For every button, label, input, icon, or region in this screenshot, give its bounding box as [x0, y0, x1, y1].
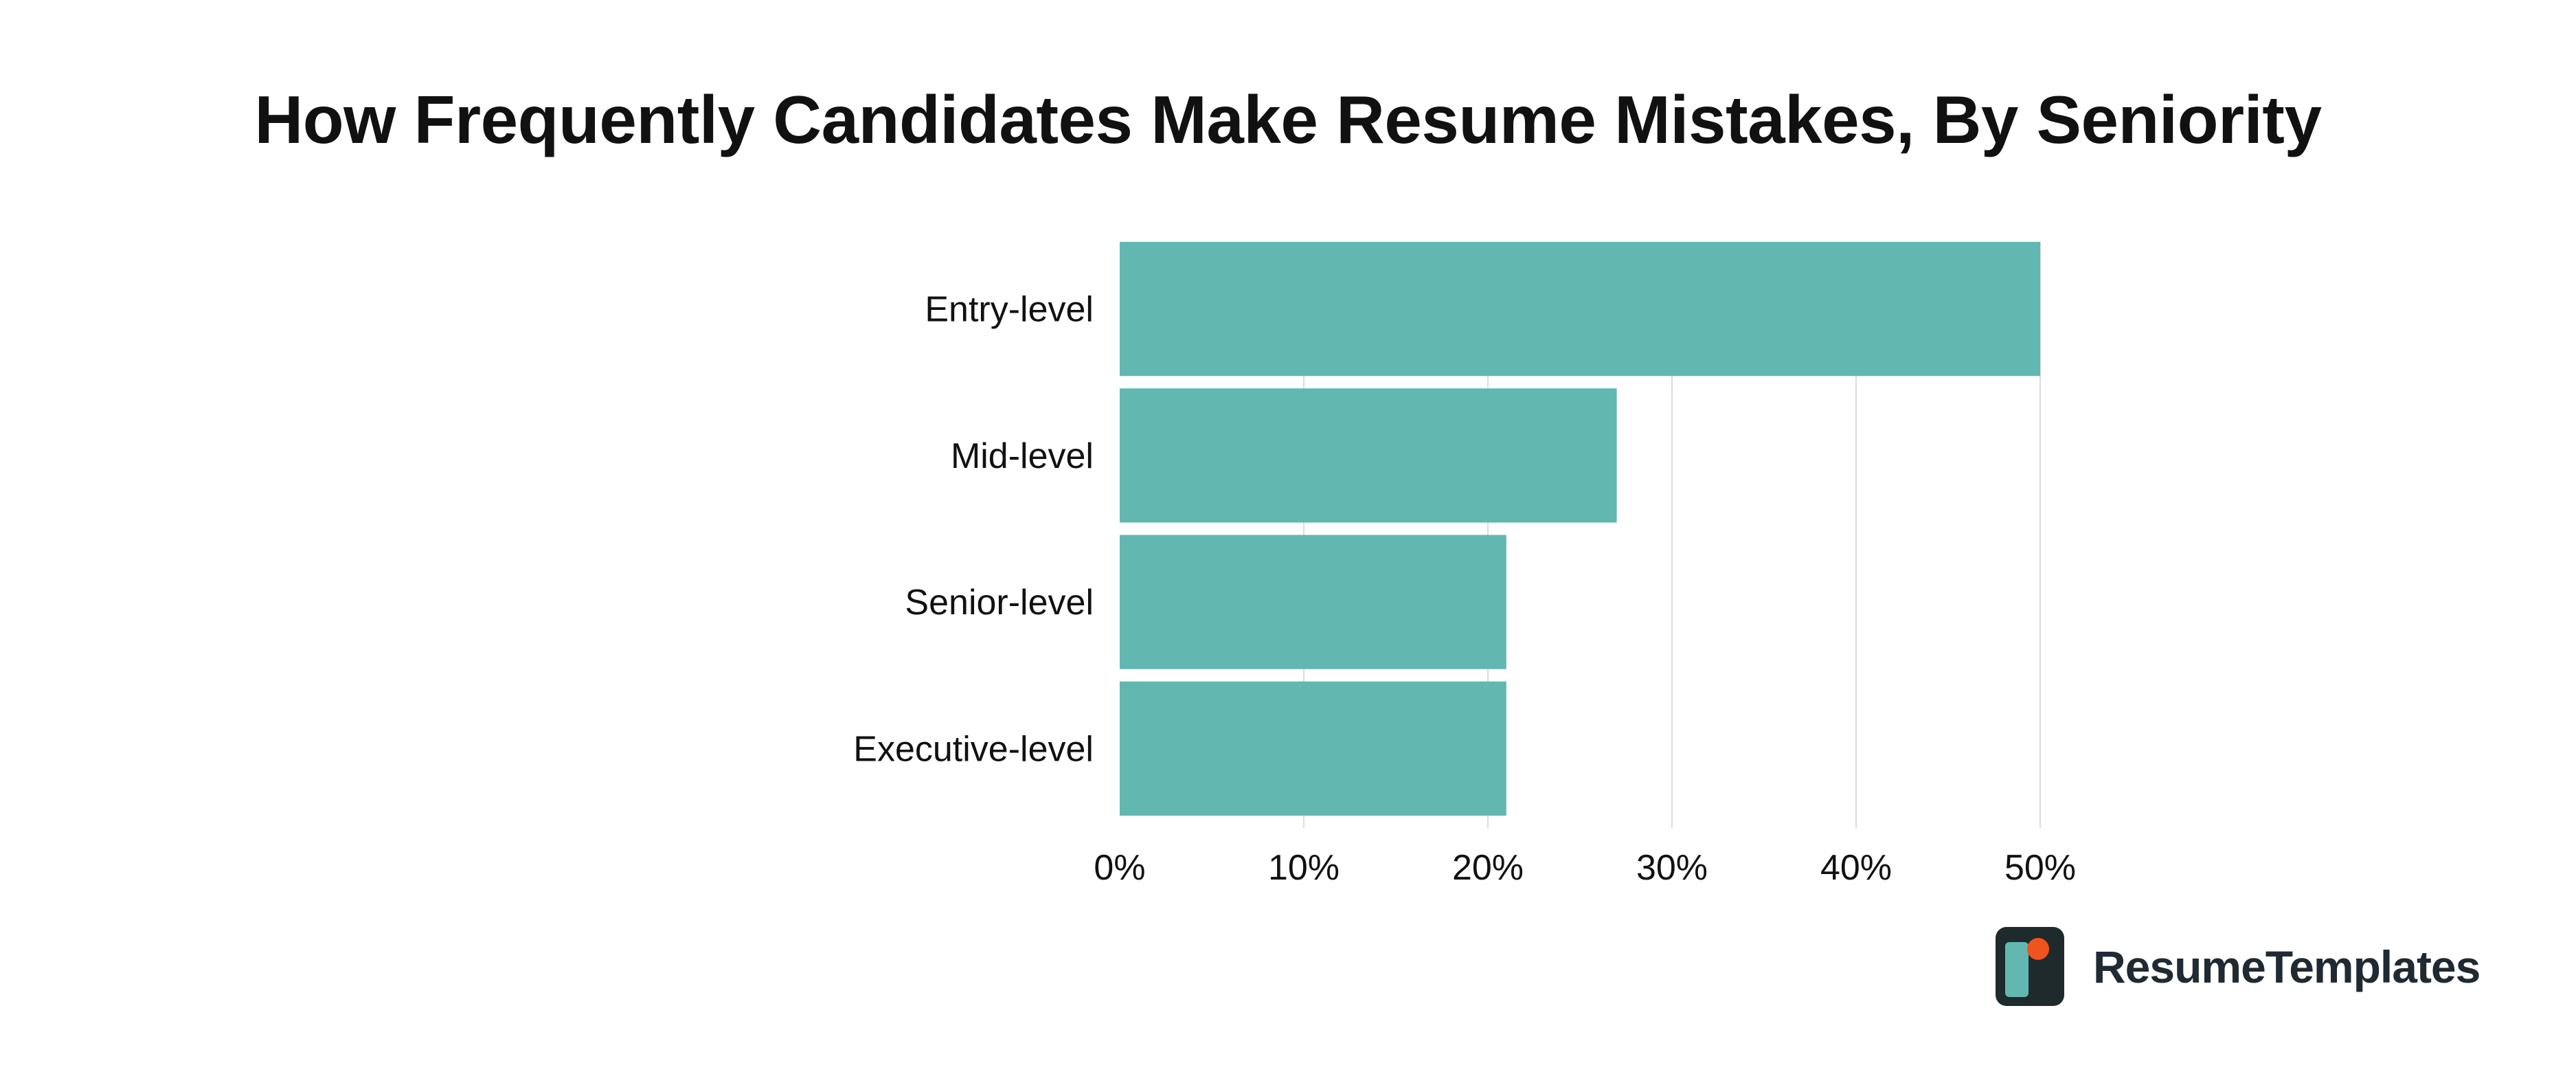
bar	[1120, 535, 1506, 669]
category-labels: Entry-level Mid-level Senior-level Executiv…	[853, 290, 1094, 770]
x-tick-label: 0%	[1094, 848, 1145, 888]
brand-logo: ResumeTemplates	[1996, 927, 2481, 1006]
bar	[1120, 388, 1617, 523]
brand-name: ResumeTemplates	[2093, 941, 2481, 992]
x-tick-label: 40%	[1820, 848, 1892, 888]
bars	[1120, 242, 2040, 816]
x-tick-label: 30%	[1636, 848, 1708, 888]
x-tick-label: 50%	[2004, 848, 2076, 888]
category-label: Mid-level	[951, 436, 1094, 476]
category-label: Entry-level	[925, 290, 1094, 330]
x-tick-label: 20%	[1452, 848, 1524, 888]
x-axis-tick-labels: 0% 10% 20% 30% 40% 50%	[1094, 848, 2076, 888]
category-label: Executive-level	[853, 729, 1094, 769]
bar	[1120, 681, 1506, 816]
x-tick-label: 10%	[1268, 848, 1340, 888]
resume-templates-logo-icon	[1996, 927, 2064, 1006]
bar	[1120, 242, 2040, 377]
category-label: Senior-level	[905, 583, 1094, 623]
chart-title: How Frequently Candidates Make Resume Mi…	[254, 82, 2322, 157]
